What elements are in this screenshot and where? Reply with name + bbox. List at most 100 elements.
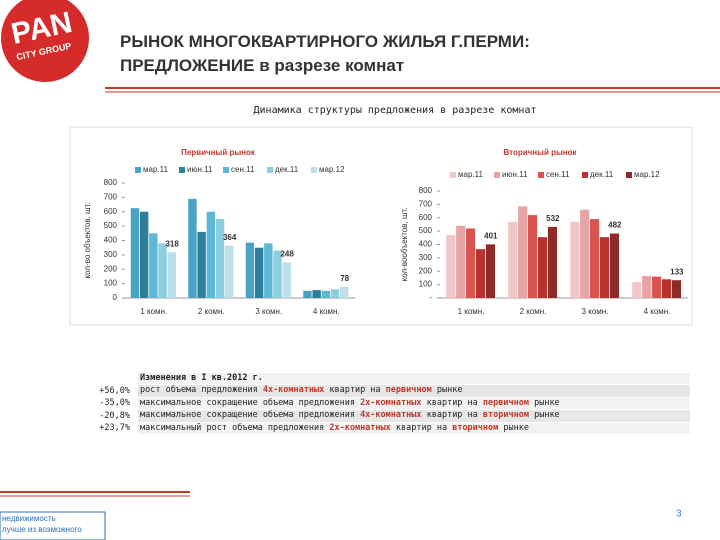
y-tick-label: - <box>429 293 432 302</box>
bar <box>254 247 264 298</box>
bar <box>485 244 495 298</box>
change-text: рост объема предложения 4х-комнатных ква… <box>138 385 690 397</box>
data-label: 401 <box>484 231 498 240</box>
legend-swatch <box>311 167 317 173</box>
y-tick-label: 800 <box>419 186 433 195</box>
bar <box>446 235 456 298</box>
y-tick-label: 600 <box>104 207 118 216</box>
text-part: 4х-комнатных <box>360 410 422 420</box>
bar <box>130 208 140 298</box>
text-part: вторичном <box>452 422 499 433</box>
bar <box>609 233 619 298</box>
text-part: квартир на <box>421 397 483 408</box>
bar <box>139 211 149 298</box>
legend-swatch <box>179 167 185 173</box>
table-row: -20,8% максимальное сокращение объема пре… <box>60 410 690 423</box>
table-row: +56,0% рост объема предложения 4х-комнатн… <box>60 385 690 398</box>
legend-swatch <box>135 167 141 173</box>
data-label: 78 <box>340 274 349 283</box>
legend-swatch <box>267 167 273 173</box>
bar <box>330 289 340 298</box>
bar <box>264 243 273 298</box>
text-part: первичном <box>482 397 529 408</box>
text-part: 2х-комнатных <box>329 422 391 433</box>
x-tick-label: 1 комн. <box>140 307 167 316</box>
y-axis-label: кол-во объектов, шт. <box>83 203 92 279</box>
text-part: максимальный рост объема предложения <box>140 422 330 433</box>
text-part: рынке <box>498 422 529 433</box>
text-part: вторичном <box>482 410 529 420</box>
bar <box>321 290 331 298</box>
logo-circle <box>1 0 89 82</box>
y-tick-label: 400 <box>104 236 118 245</box>
table-row: Изменения в I кв.2012 г. <box>60 372 690 385</box>
x-tick-label: 2 комн. <box>198 307 225 316</box>
bar <box>599 237 610 298</box>
bar <box>642 275 652 298</box>
text-part: максимальное сокращение объема предложен… <box>140 410 361 420</box>
bar <box>303 290 312 298</box>
bar <box>312 290 321 298</box>
header-title: ПРЕДЛОЖЕНИЕ в разрезе комнат <box>120 56 405 75</box>
footer-text: лучше из возможного <box>2 525 82 534</box>
y-tick-label: 300 <box>419 253 433 262</box>
legend-swatch <box>538 172 544 178</box>
bar <box>508 221 518 298</box>
table-title: Изменения в I кв.2012 г. <box>138 372 690 384</box>
change-value: +56,0% <box>99 385 130 396</box>
bar <box>340 286 349 298</box>
x-tick-label: 1 комн. <box>458 307 485 316</box>
bar <box>456 225 466 298</box>
x-tick-label: 2 комн. <box>520 307 547 316</box>
bar <box>652 276 662 298</box>
legend-label: сен.11 <box>546 170 570 179</box>
bar <box>537 237 548 298</box>
bar <box>197 231 206 298</box>
y-tick-label: 0 <box>113 293 118 302</box>
text-part: рынке <box>431 385 463 395</box>
y-tick-label: 400 <box>419 240 433 249</box>
change-text: максимальное сокращение объема предложен… <box>138 397 690 409</box>
legend-label: дек.11 <box>275 165 299 174</box>
y-tick-label: 100 <box>104 279 118 288</box>
legend-swatch <box>223 167 229 173</box>
page-number: 3 <box>676 509 682 520</box>
header-title: РЫНОК МНОГОКВАРТИРНОГО ЖИЛЬЯ Г.ПЕРМИ: <box>120 32 530 51</box>
text-part: рынке <box>528 410 560 420</box>
text-part: первичном <box>385 385 432 395</box>
legend-swatch <box>450 172 456 178</box>
chart-title: Вторичный рынок <box>503 148 577 157</box>
table: Изменения в I кв.2012 г. +56,0% рост объе… <box>60 372 690 435</box>
y-axis-label: кол-вообъектов, шт. <box>400 208 409 282</box>
data-label: 364 <box>223 233 237 242</box>
bar <box>570 221 580 298</box>
bar <box>632 281 642 298</box>
legend-label: мар.12 <box>319 165 345 174</box>
header: РЫНОК МНОГОКВАРТИРНОГО ЖИЛЬЯ Г.ПЕРМИ: ПР… <box>120 30 530 78</box>
y-tick-label: 700 <box>419 199 433 208</box>
y-tick-label: 100 <box>419 280 433 289</box>
legend-label: мар.11 <box>458 170 483 179</box>
bar <box>528 215 538 298</box>
legend-swatch <box>582 172 588 178</box>
bar <box>167 252 176 298</box>
data-label: 318 <box>165 239 179 248</box>
legend-swatch <box>494 172 500 178</box>
y-tick-label: 200 <box>419 266 433 275</box>
y-tick-label: 800 <box>104 178 118 187</box>
chart-title: Первичный рынок <box>181 148 256 157</box>
bar <box>475 249 486 298</box>
legend-swatch <box>626 172 632 178</box>
bar <box>215 218 225 298</box>
text-part: квартир на <box>324 385 386 395</box>
bar <box>590 219 600 298</box>
text-part: рынке <box>528 397 560 408</box>
bar <box>206 211 216 298</box>
bar <box>225 245 234 298</box>
bar <box>188 198 197 298</box>
text-part: 2х-комнатных <box>360 397 422 408</box>
x-tick-label: 3 комн. <box>255 307 282 316</box>
data-label: 482 <box>608 221 622 230</box>
